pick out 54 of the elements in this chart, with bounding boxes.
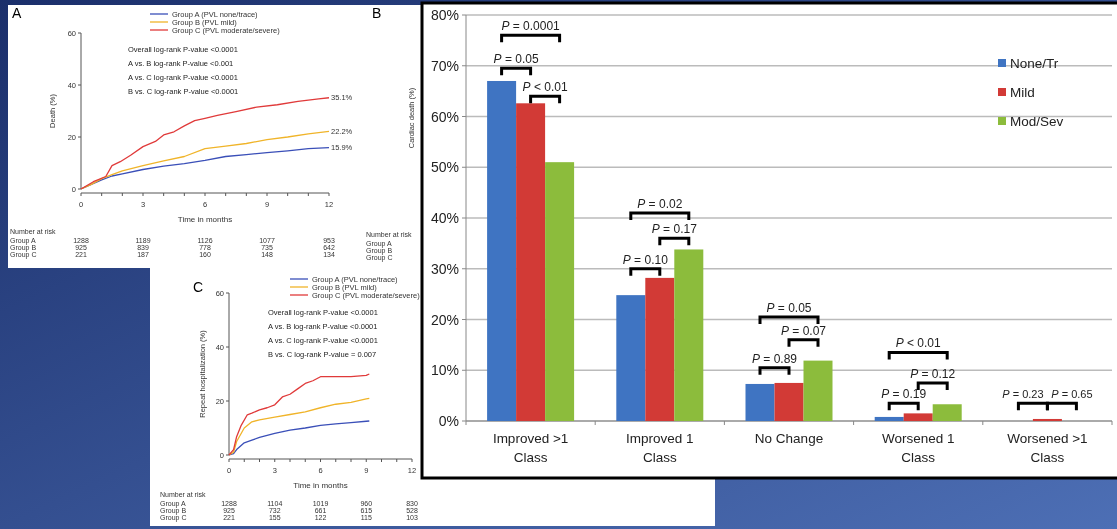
bar [616, 295, 646, 421]
annotation: P < 0.01 [522, 80, 568, 95]
bar [874, 416, 904, 421]
line-series [228, 420, 370, 456]
x-axis-title: Time in months [177, 215, 233, 224]
annotation: P = 0.02 [637, 196, 683, 211]
bar [903, 413, 933, 421]
legend-label: Mod/Sev [1010, 114, 1064, 129]
y-tick-label: 30% [430, 260, 459, 277]
bar [745, 383, 775, 421]
chart-title: A [12, 5, 22, 21]
y-tick-label: 40% [430, 210, 459, 226]
annotation: P = 0.05 [766, 300, 812, 315]
x-tick-label: Worsened 1 Class [881, 431, 955, 465]
x-tick-label: No Change [754, 431, 824, 446]
annotation: P = 0.07 [780, 323, 827, 338]
x-tick-label: Worsened >1 Class [1007, 431, 1088, 465]
chart-title: B [372, 5, 382, 21]
bar [932, 404, 962, 421]
x-tick-label: Improved 1 Class [626, 431, 694, 465]
line-series [80, 97, 330, 190]
legend-label: Mild [1010, 85, 1035, 100]
y-tick-label: 70% [430, 57, 459, 74]
annotation: P = 0.12 [910, 366, 956, 381]
bar [487, 80, 517, 421]
legend-label: None/Tr [1010, 56, 1059, 71]
x-axis-title: Time in months [293, 481, 348, 490]
annotation: P = 0.0001 [501, 19, 561, 34]
line-series [228, 373, 370, 456]
bar [516, 103, 546, 421]
bar [674, 249, 704, 421]
chart-title: C [193, 279, 204, 295]
bar [774, 382, 804, 421]
annotation: P = 0.10 [622, 252, 669, 267]
annotation: P = 0.65 [1051, 388, 1093, 401]
annotation: P = 0.23 [1002, 388, 1044, 401]
y-tick-label: 0% [438, 413, 459, 429]
bar [803, 360, 833, 421]
y-tick-label: 10% [430, 362, 459, 379]
bar [1032, 418, 1062, 421]
bar [545, 162, 575, 421]
line-series [80, 130, 330, 190]
annotation: P = 0.17 [651, 222, 698, 237]
x-tick-label: Improved >1 Class [492, 431, 569, 465]
y-tick-label: 20% [430, 311, 459, 328]
y-tick-label: 80% [430, 7, 459, 23]
annotation: P = 0.19 [881, 387, 927, 402]
annotation: P = 0.89 [751, 351, 798, 366]
y-tick-label: 50% [430, 159, 459, 176]
bar [645, 277, 675, 421]
annotation: P < 0.01 [895, 336, 942, 351]
annotation: P = 0.05 [493, 52, 539, 67]
y-tick-label: 60% [430, 108, 459, 125]
line-series [228, 397, 370, 456]
